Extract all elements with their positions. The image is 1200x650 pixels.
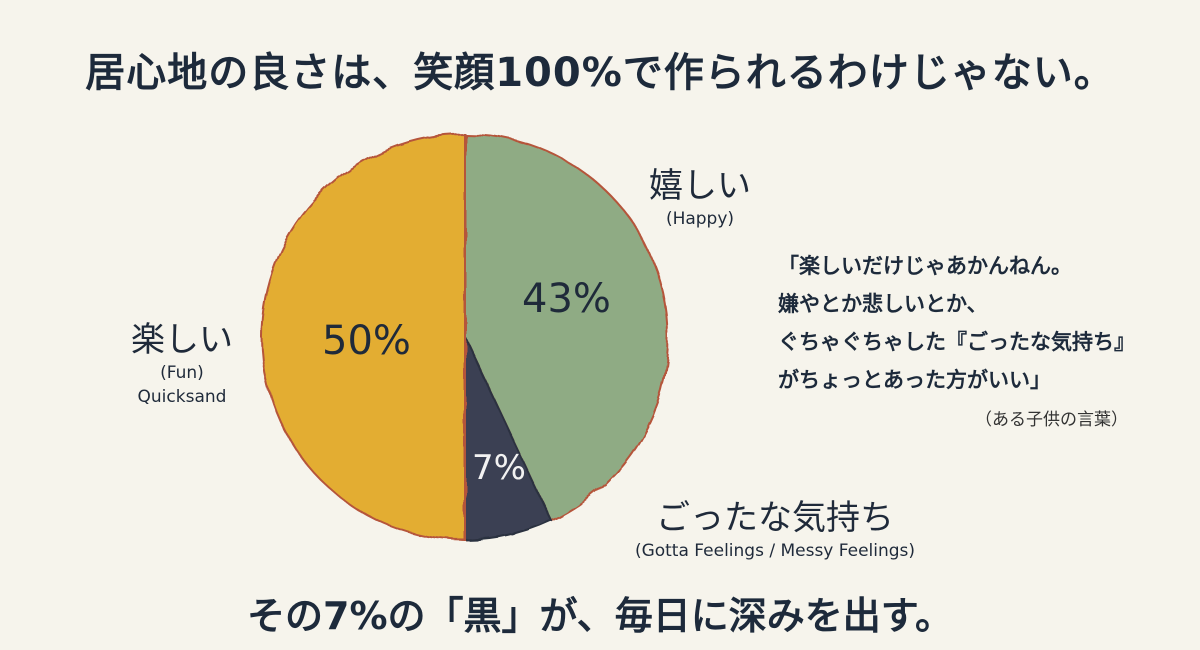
happy-label: 嬉しい [649, 166, 751, 206]
data-label-fun: 50% [322, 318, 411, 364]
footer-caption: その7%の「黒」が、毎日に深みを出す。 [247, 594, 953, 638]
quote-line: ぐちゃぐちゃした『ごったな気持ち』 [778, 330, 1135, 354]
quote-line: がちょっとあった方がいい」 [778, 368, 1051, 392]
messy-label: ごったな気持ち [656, 498, 894, 538]
happy-sublabel: (Happy) [665, 209, 735, 229]
messy-sublabel: (Gotta Feelings / Messy Feelings) [634, 541, 916, 561]
slice-label-messy: ごったな気持ち (Gotta Feelings / Messy Feelings… [610, 490, 940, 563]
fun-sublabel: (Fun) [160, 363, 204, 383]
pie-slice-happy [464, 132, 669, 523]
data-label-messy: 7% [472, 448, 526, 488]
quote-line: 嫌やとか悲しいとか、 [778, 292, 988, 316]
slice-label-fun: 楽しい (Fun) Quicksand [122, 312, 242, 409]
quote-source: （ある子供の言葉） [975, 410, 1128, 430]
slice-label-happy: 嬉しい (Happy) [620, 158, 780, 231]
page-title: 居心地の良さは、笑顔100%で作られるわけじゃない。 [85, 50, 1115, 96]
data-label-happy: 43% [522, 276, 611, 322]
quote-line: 「楽しいだけじゃあかんねん。 [778, 254, 1072, 278]
quote-block: 「楽しいだけじゃあかんねん。 嫌やとか悲しいとか、 ぐちゃぐちゃした『ごったな気… [778, 247, 1135, 399]
pie-slice-fun [261, 132, 466, 542]
fun-label: 楽しい [131, 320, 233, 360]
fun-extra-label: Quicksand [137, 387, 227, 407]
